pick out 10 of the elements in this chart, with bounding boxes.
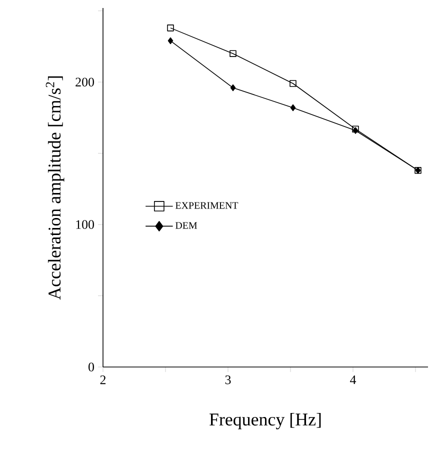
y-tick-label: 0 (88, 362, 94, 372)
x-axis-title: Frequency [Hz] (210, 412, 321, 430)
legend-label: DEM (175, 222, 198, 229)
legend-label: EXPERIMENT (175, 202, 238, 209)
x-tick-label: 3 (225, 376, 231, 384)
y-axis-title: Acceleration amplitude [cm/s$^{2}$] (46, 76, 64, 300)
x-tick-label: 2 (100, 376, 106, 384)
x-tick-label: 4 (350, 375, 356, 384)
y-tick-label: 200 (76, 78, 94, 86)
y-tick-label: 100 (76, 220, 94, 229)
